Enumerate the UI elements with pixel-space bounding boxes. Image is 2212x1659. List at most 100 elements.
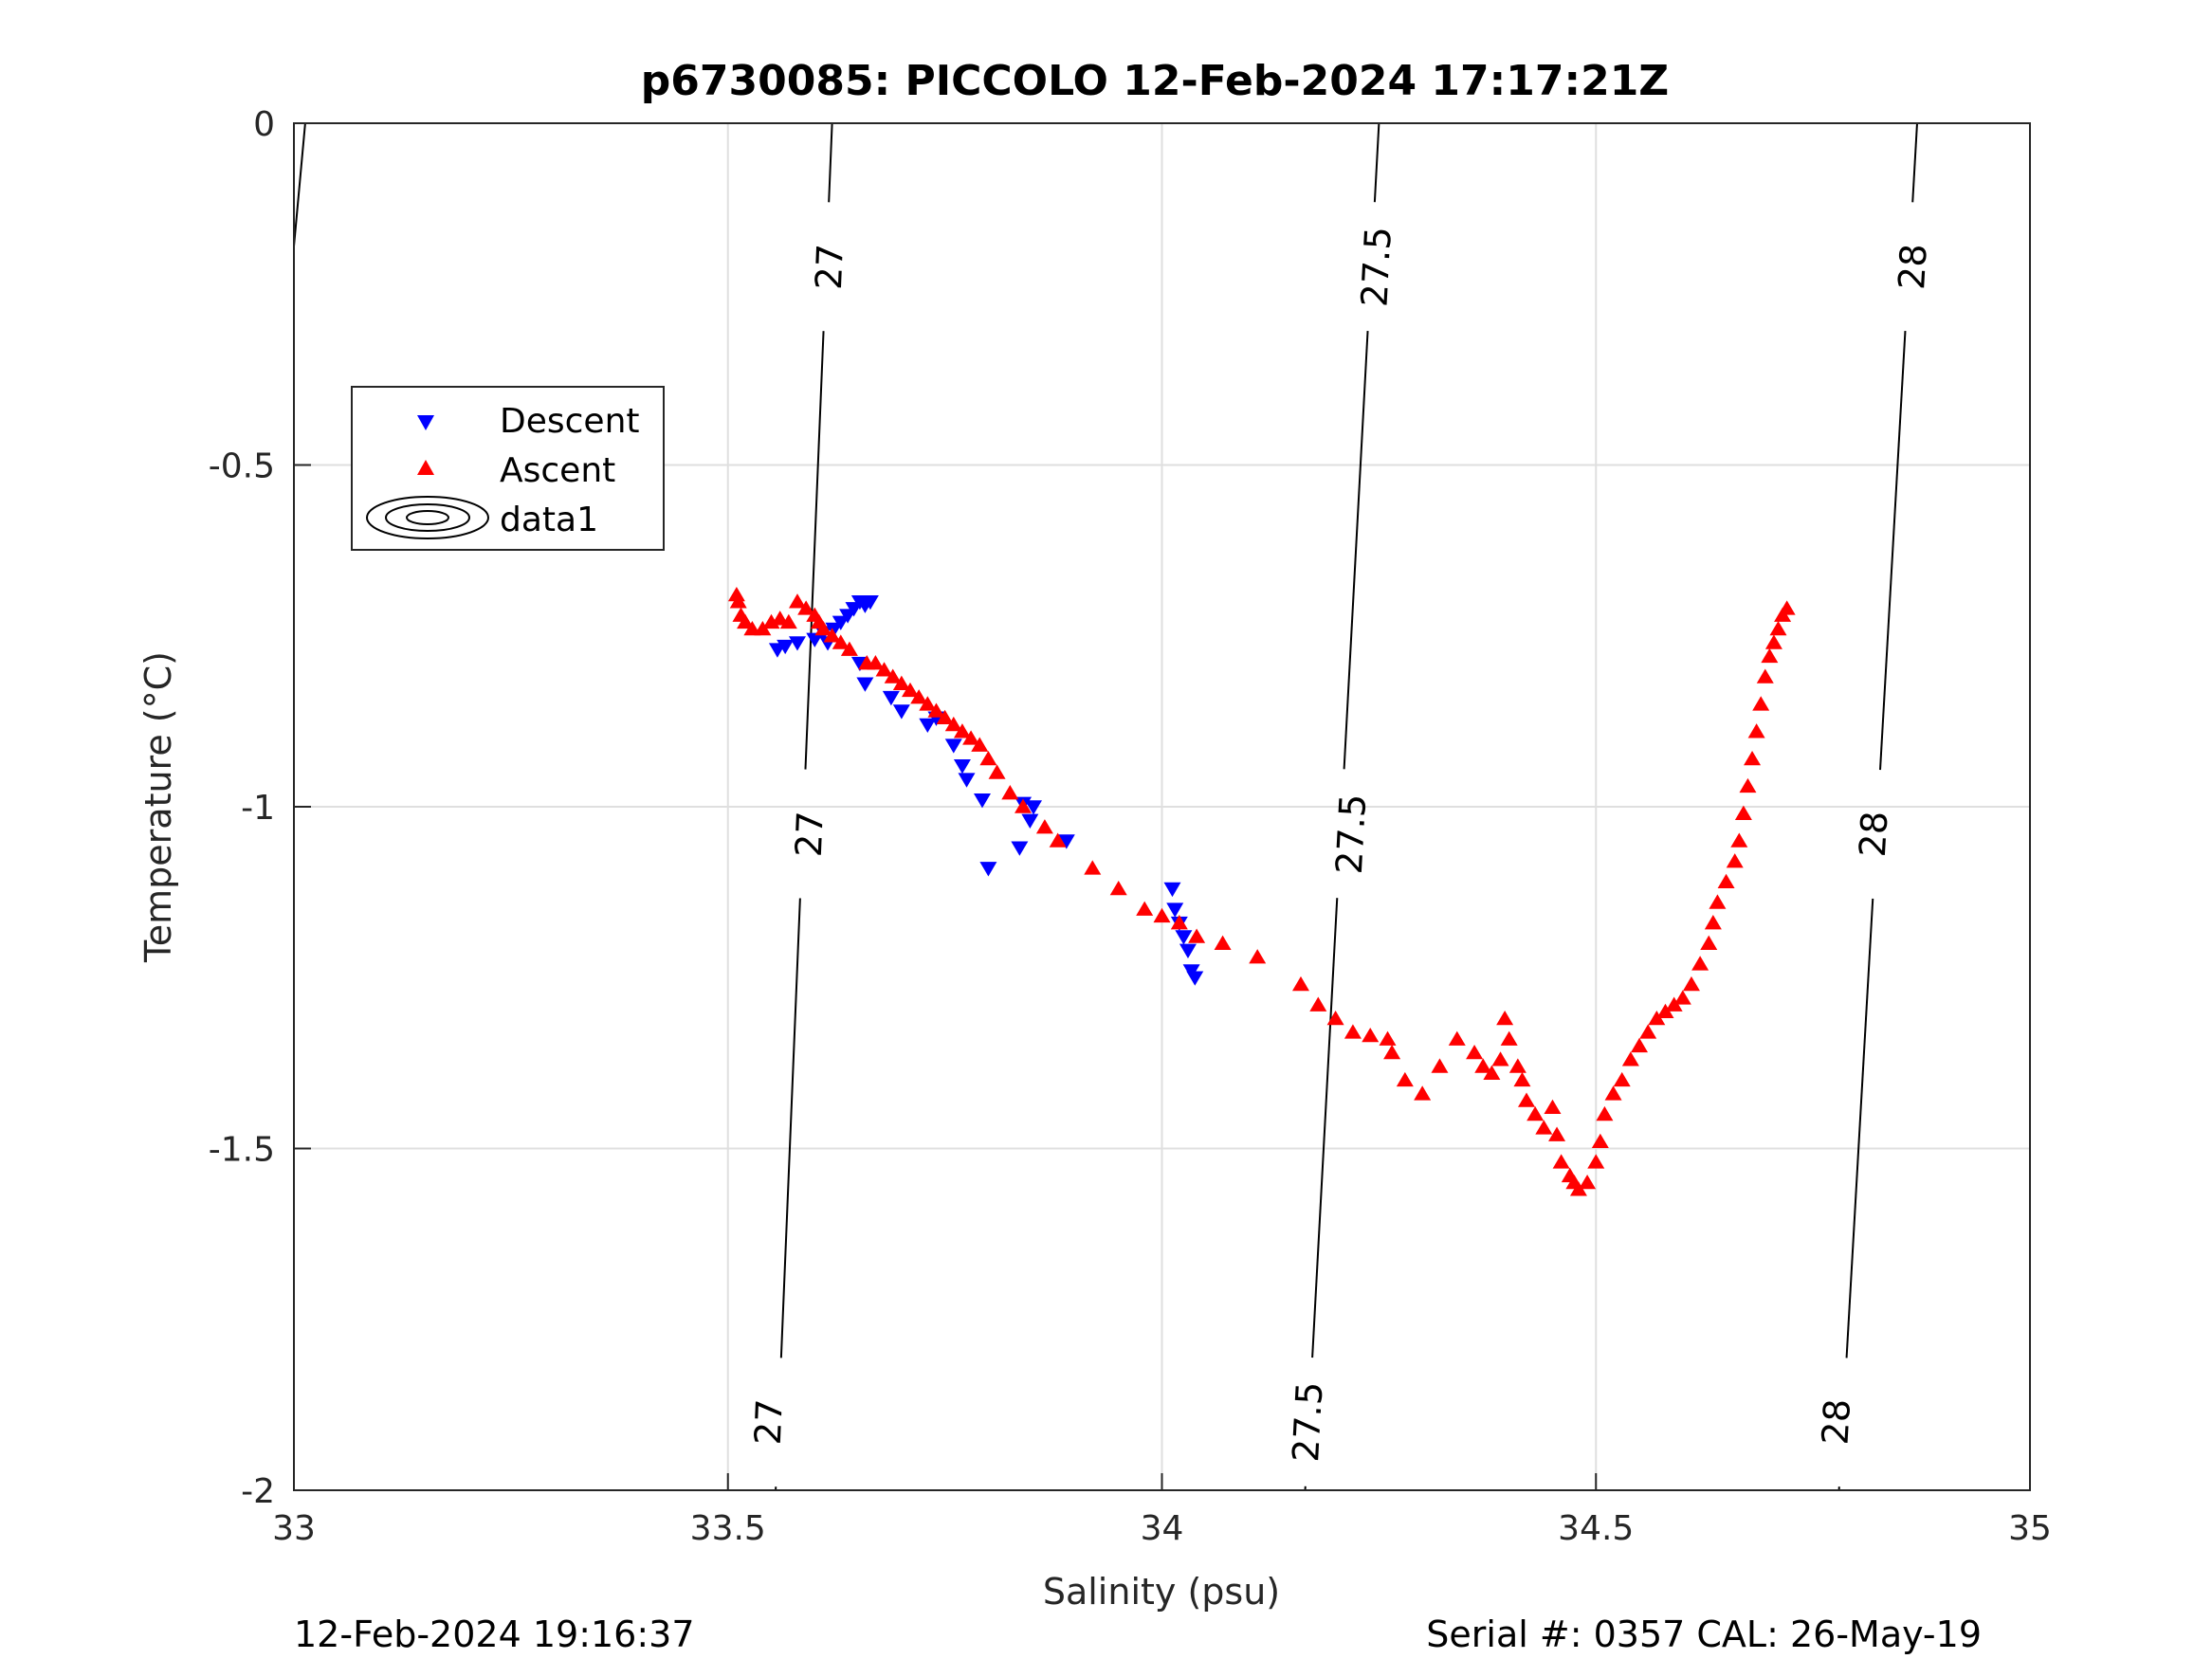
descent-point [882, 690, 900, 706]
ascent-point [1613, 1071, 1631, 1087]
descent-point [958, 773, 976, 788]
ascent-point [1153, 907, 1171, 923]
ascent-point [1466, 1045, 1484, 1060]
ascent-point [1548, 1126, 1566, 1141]
data-points [727, 586, 1796, 1196]
ascent-point [1587, 1154, 1605, 1169]
ascent-point [1049, 832, 1067, 848]
footer-timestamp: 12-Feb-2024 19:16:37 [294, 1613, 695, 1655]
ascent-point [1656, 1003, 1674, 1019]
x-tick-label: 33.5 [690, 1509, 766, 1548]
ascent-point [727, 586, 745, 602]
ascent-point [1761, 647, 1779, 664]
ascent-point [1035, 819, 1053, 834]
ascent-point [1309, 996, 1327, 1012]
descent-point [944, 738, 962, 754]
descent-point [861, 594, 879, 611]
descent-point [953, 758, 971, 775]
ascent-point [1508, 1058, 1526, 1073]
ascent-point [1778, 600, 1796, 615]
ascent-point [1744, 750, 1762, 766]
x-tick-label: 35 [2008, 1509, 2052, 1548]
descent-point [1179, 943, 1197, 958]
x-tick-label: 33 [272, 1509, 316, 1548]
ascent-point [1591, 1133, 1609, 1149]
ascent-point [944, 716, 962, 732]
isopycnal-contours: 27 27 27 27.5 27.5 27.5 28 28 28 [293, 122, 1935, 1491]
ascent-point [1665, 996, 1683, 1012]
descent-point [1166, 902, 1184, 918]
ascent-point [1431, 1058, 1449, 1073]
contour-label: 27 [788, 811, 832, 858]
legend-box [351, 386, 665, 551]
ascent-point [1569, 1181, 1587, 1196]
ascent-point [962, 730, 980, 745]
ascent-point [840, 641, 858, 656]
ascent-point [823, 628, 841, 643]
ascent-point [1491, 1051, 1509, 1066]
ascent-point [1717, 873, 1735, 889]
ascent-point [1691, 956, 1709, 971]
descent-point [979, 862, 997, 877]
ascent-point [1015, 798, 1033, 813]
ascent-point [1414, 1085, 1432, 1101]
ascent-point [1249, 949, 1267, 964]
contour-label: 27.5 [1285, 1380, 1330, 1463]
ascent-point [1379, 1030, 1397, 1046]
descent-point [832, 615, 850, 630]
chart-title: p6730085: PICCOLO 12-Feb-2024 17:17:21Z [641, 57, 1669, 105]
ascent-point [884, 668, 902, 684]
x-tick-label: 34 [1141, 1509, 1184, 1548]
ascent-point [1709, 894, 1727, 909]
contour-line-segment [804, 331, 825, 770]
ascent-point [771, 611, 789, 626]
ascent-point [1474, 1058, 1492, 1073]
contour-line-segment [1879, 331, 1907, 771]
ascent-point [1109, 880, 1127, 896]
ascent-point [788, 593, 806, 609]
x-tick-label: 34.5 [1558, 1509, 1634, 1548]
ascent-point [1621, 1051, 1639, 1066]
contour-label: 28 [1891, 243, 1935, 291]
legend: Descent Ascent data1 [351, 386, 665, 551]
y-tick-label: 0 [253, 105, 275, 144]
contour-label: 27.5 [1328, 793, 1374, 875]
ascent-point [1448, 1030, 1466, 1046]
ascent-point [867, 655, 885, 670]
y-tick-label: -1.5 [209, 1131, 275, 1170]
contour-line-segment [828, 122, 833, 203]
contour-line-segment [1343, 330, 1369, 770]
ascent-point [1579, 1175, 1597, 1190]
descent-point [777, 639, 795, 655]
ascent-point [1604, 1085, 1622, 1101]
ascent-point [832, 634, 850, 649]
legend-ascent-label: Ascent [500, 451, 615, 490]
x-axis-label: Salinity (psu) [1043, 1571, 1280, 1613]
ascent-point [1136, 901, 1154, 916]
ascent-point [1362, 1027, 1380, 1043]
ascent-point [729, 593, 747, 609]
ascent-point [1704, 915, 1722, 930]
contour-line-segment [1911, 122, 1918, 203]
contour-label: 28 [1815, 1398, 1859, 1447]
contour-label: 27 [747, 1398, 791, 1446]
ascent-point [1513, 1071, 1531, 1087]
ascent-point [1631, 1037, 1649, 1053]
ascent-point [892, 675, 910, 690]
ascent-point [910, 689, 928, 704]
ascent-point [1326, 1010, 1344, 1026]
legend-descent-marker [417, 415, 434, 430]
legend-contour-icon [366, 496, 489, 539]
ascent-point [953, 723, 971, 738]
legend-ascent-marker [417, 460, 434, 475]
ascent-point [979, 750, 997, 766]
descent-point [973, 793, 991, 809]
ascent-point [1526, 1105, 1545, 1121]
ascent-point [1739, 777, 1757, 793]
descent-point [919, 718, 937, 734]
ascent-point [971, 737, 989, 752]
ascent-point [1188, 928, 1206, 943]
contour-line-segment [1373, 122, 1380, 203]
ascent-point [1730, 832, 1748, 848]
